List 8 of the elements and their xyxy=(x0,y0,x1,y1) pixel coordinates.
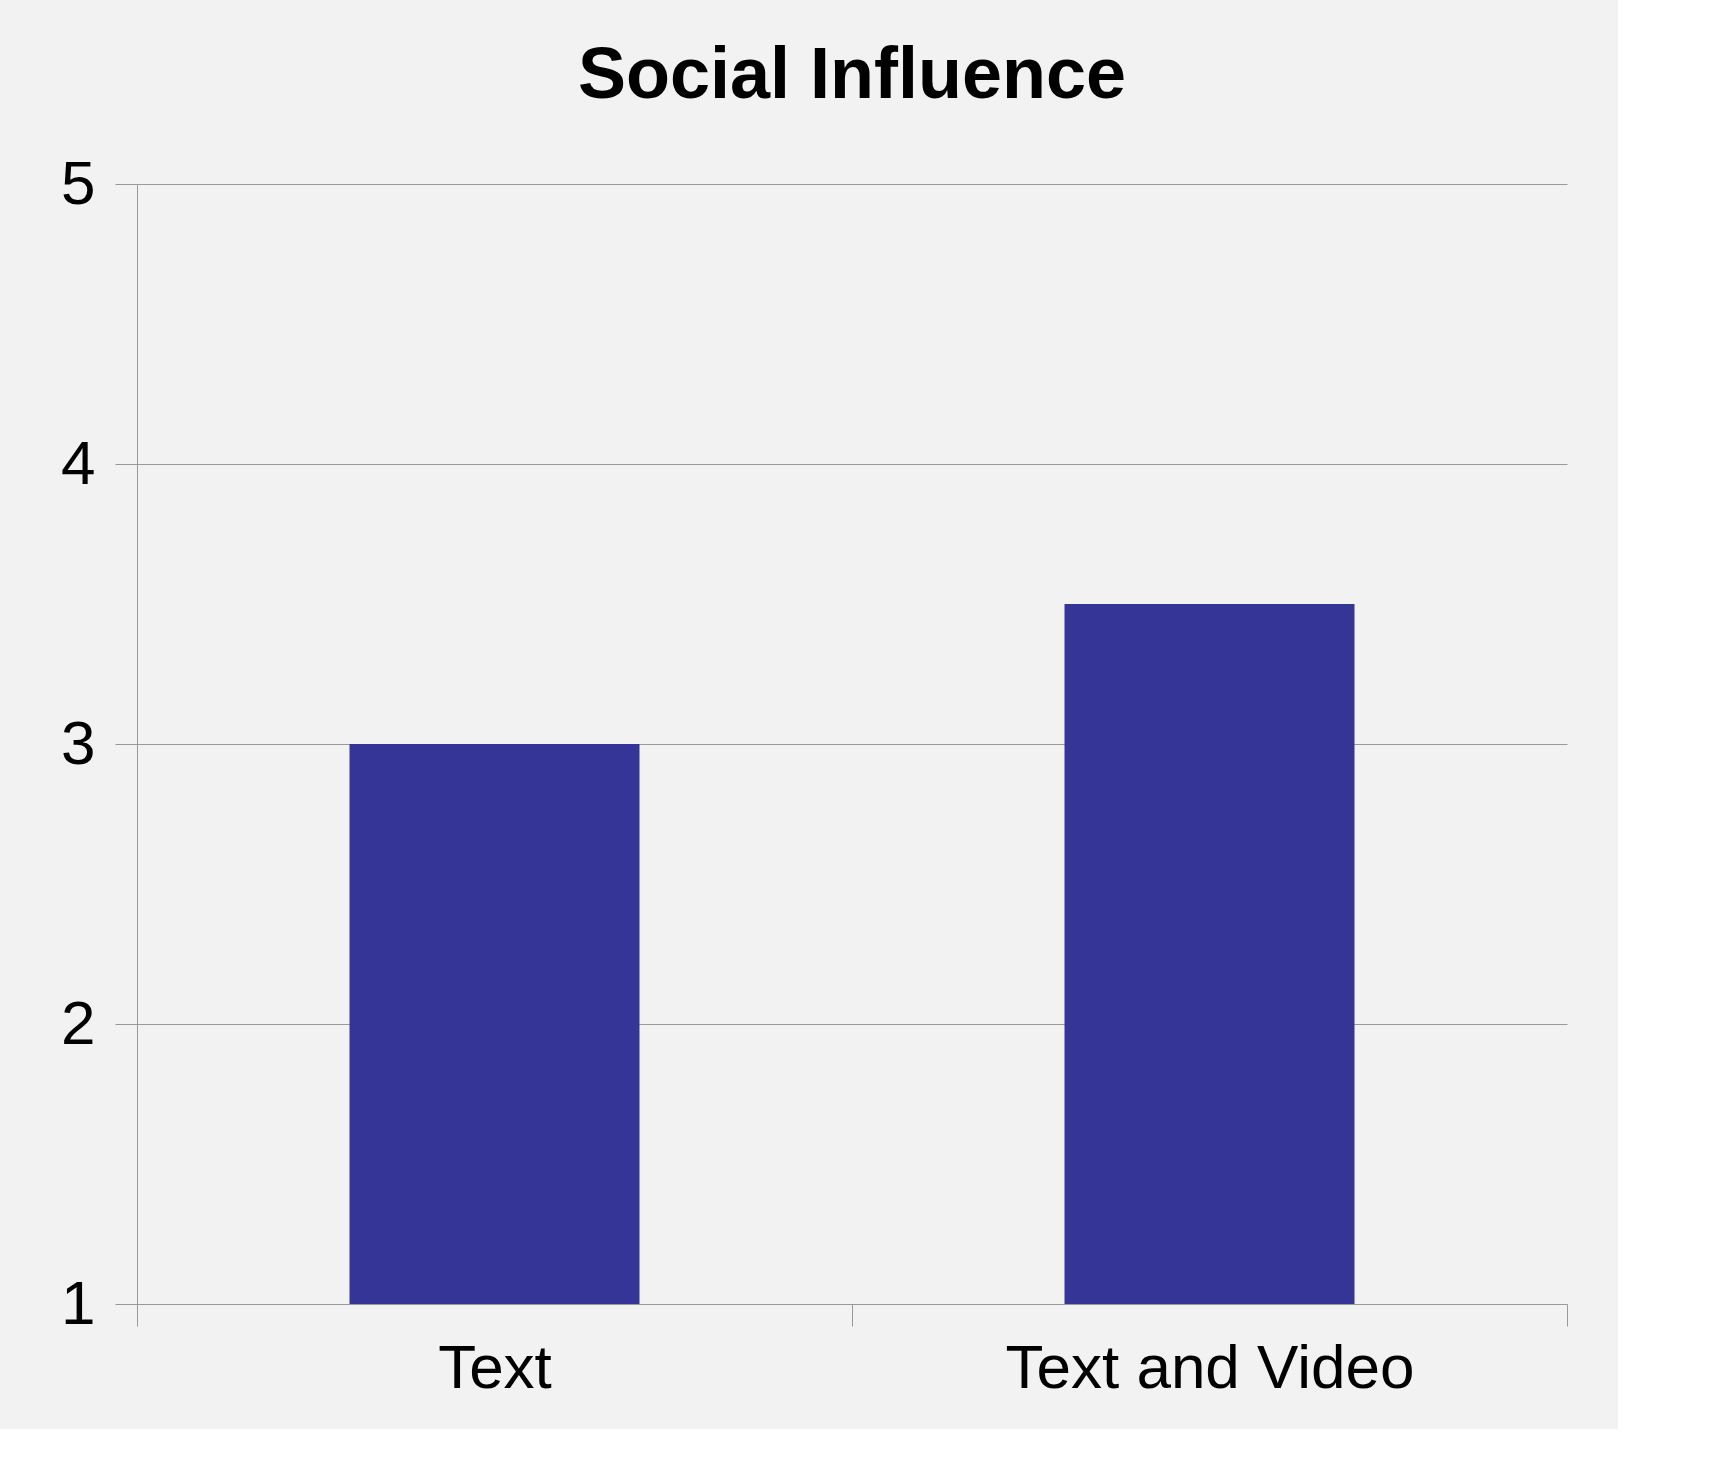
y-tick-label: 4 xyxy=(61,427,96,497)
chart-title: Social Influence xyxy=(577,33,1127,113)
x-tick-label: Text xyxy=(438,1331,552,1401)
y-tick-label: 2 xyxy=(61,987,96,1057)
y-tick-label: 1 xyxy=(61,1267,96,1337)
y-tick-label: 3 xyxy=(61,707,96,777)
x-tick-label: Text and Video xyxy=(1005,1331,1415,1401)
y-tick-label: 5 xyxy=(61,147,96,217)
